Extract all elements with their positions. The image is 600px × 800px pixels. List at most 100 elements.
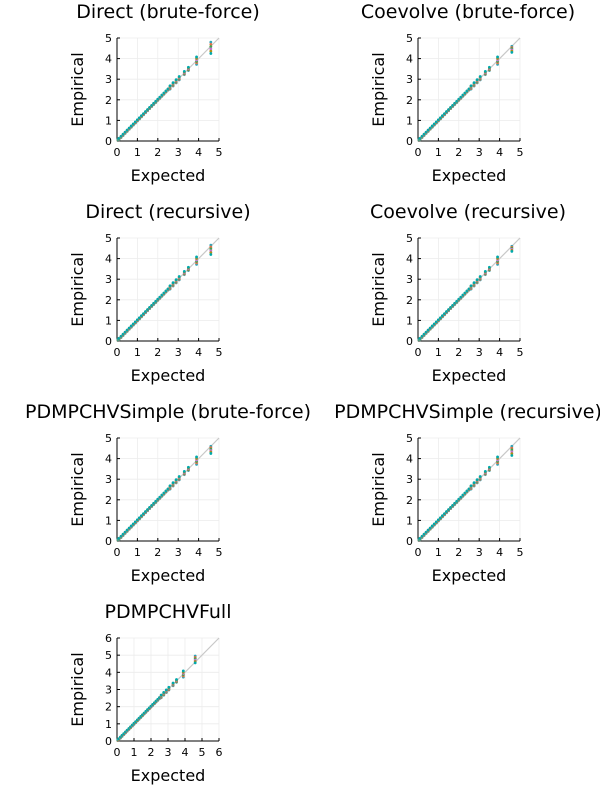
x-tick-label: 3	[175, 346, 182, 359]
data-point	[159, 693, 163, 697]
panel-title: Coevolve (recursive)	[370, 201, 566, 223]
y-tick-label: 5	[406, 32, 413, 45]
y-tick-label: 6	[105, 632, 112, 645]
y-tick-label: 5	[105, 432, 112, 445]
data-point	[478, 475, 482, 478]
x-axis-label: Expected	[432, 366, 507, 385]
x-tick-label: 5	[199, 746, 206, 759]
data-point	[496, 55, 499, 59]
points-group	[417, 44, 514, 142]
data-point	[168, 284, 172, 288]
data-point	[488, 465, 491, 469]
x-axis-label: Expected	[432, 166, 507, 185]
data-point	[209, 49, 213, 53]
x-tick-label: 5	[216, 546, 223, 559]
x-axis-label: Expected	[131, 566, 206, 585]
chart-panel-7: 0 1 2 3 4 5 60123456PDMPCHVFullExpectedEmpiric…	[68, 601, 231, 785]
x-tick-label: 1	[134, 146, 141, 159]
data-point	[496, 255, 499, 259]
y-tick-label: 4	[406, 253, 413, 266]
y-tick-label: 0	[105, 335, 112, 348]
data-point	[483, 69, 487, 73]
x-axis-label: Expected	[432, 566, 507, 585]
x-tick-label: 3	[476, 546, 483, 559]
data-point	[195, 255, 198, 259]
y-tick-label: 4	[105, 253, 112, 266]
y-tick-label: 0	[406, 135, 413, 148]
x-tick-label: 4	[195, 346, 202, 359]
x-axis-label: Expected	[131, 166, 206, 185]
y-axis-label: Empirical	[68, 252, 87, 326]
x-tick-label: 2	[148, 746, 155, 759]
y-tick-label: 3	[105, 273, 112, 286]
data-point	[510, 51, 514, 54]
y-tick-label: 3	[406, 473, 413, 486]
data-point	[475, 478, 479, 482]
y-tick-label: 3	[105, 73, 112, 86]
data-point	[475, 278, 479, 282]
x-tick-label: 0	[114, 146, 121, 159]
y-tick-label: 3	[406, 73, 413, 86]
y-tick-label: 1	[105, 718, 112, 731]
x-tick-label: 3	[476, 346, 483, 359]
data-point	[167, 685, 171, 689]
data-point	[483, 469, 487, 473]
y-tick-label: 4	[105, 53, 112, 66]
y-tick-label: 2	[105, 294, 112, 307]
data-point	[187, 265, 190, 269]
y-tick-label: 3	[105, 473, 112, 486]
y-tick-label: 0	[406, 535, 413, 548]
data-point	[488, 265, 491, 269]
data-point	[209, 253, 213, 256]
y-tick-label: 5	[406, 432, 413, 445]
data-point	[187, 465, 190, 469]
data-point	[472, 81, 476, 85]
data-point	[174, 478, 178, 482]
data-point	[177, 75, 181, 78]
x-tick-label: 1	[435, 146, 442, 159]
x-tick-label: 5	[216, 146, 223, 159]
x-tick-label: 4	[496, 546, 503, 559]
data-point	[469, 484, 473, 488]
x-tick-label: 5	[216, 346, 223, 359]
y-tick-label: 4	[406, 53, 413, 66]
x-tick-label: 3	[175, 546, 182, 559]
y-tick-label: 5	[105, 32, 112, 45]
x-tick-label: 1	[435, 346, 442, 359]
x-tick-label: 2	[154, 546, 161, 559]
data-point	[496, 455, 499, 459]
x-tick-label: 5	[517, 346, 524, 359]
data-point	[488, 65, 491, 69]
data-point	[171, 81, 175, 85]
x-tick-label: 4	[195, 546, 202, 559]
data-point	[171, 681, 175, 685]
y-tick-label: 5	[406, 232, 413, 245]
points-group	[116, 243, 213, 342]
data-point	[469, 84, 473, 88]
data-point	[195, 455, 198, 459]
data-point	[168, 484, 172, 488]
y-tick-label: 2	[406, 94, 413, 107]
panel-title: Direct (brute-force)	[76, 1, 260, 23]
x-tick-label: 2	[154, 146, 161, 159]
y-tick-label: 1	[105, 514, 112, 527]
y-tick-label: 4	[105, 453, 112, 466]
data-point	[171, 281, 175, 285]
x-tick-label: 2	[154, 346, 161, 359]
x-tick-label: 0	[114, 546, 121, 559]
x-tick-label: 3	[175, 146, 182, 159]
y-tick-label: 2	[105, 494, 112, 507]
data-point	[171, 481, 175, 485]
data-point	[475, 78, 479, 82]
y-axis-label: Empirical	[369, 52, 388, 126]
data-point	[478, 75, 482, 78]
data-point	[187, 65, 190, 69]
y-tick-label: 1	[406, 114, 413, 127]
y-axis-label: Empirical	[68, 52, 87, 126]
y-axis-label: Empirical	[369, 452, 388, 526]
x-tick-label: 0	[114, 746, 121, 759]
